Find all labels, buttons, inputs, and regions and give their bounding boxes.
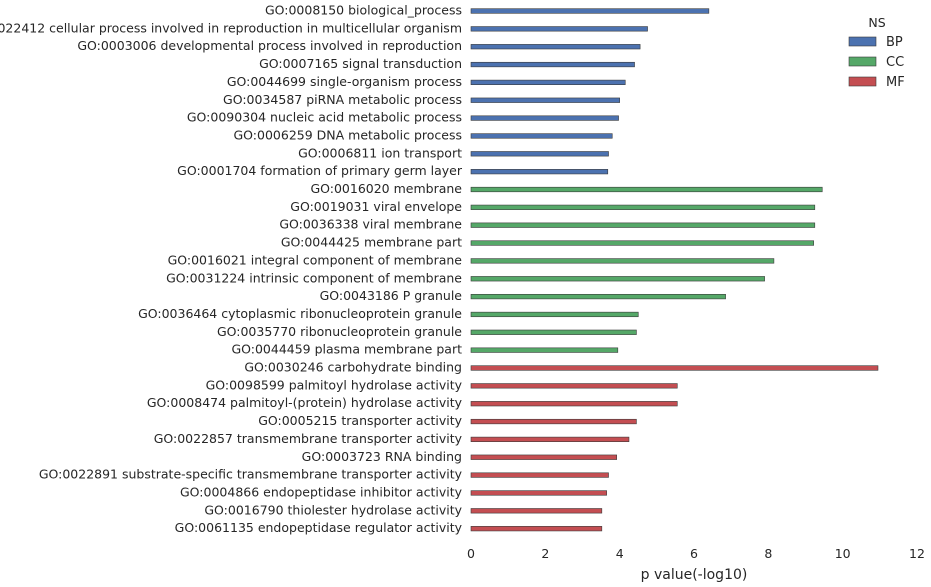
category-label: GO:0044459 plasma membrane part bbox=[231, 342, 462, 357]
x-tick-label: 10 bbox=[835, 546, 851, 561]
legend: NS BP CC MF bbox=[848, 15, 905, 90]
bar-bp bbox=[470, 151, 609, 157]
bar-mf bbox=[470, 526, 603, 532]
bar-mf bbox=[470, 401, 678, 407]
x-tick-label: 8 bbox=[764, 546, 772, 561]
category-label: GO:0044425 membrane part bbox=[281, 235, 462, 250]
category-label: GO:0061135 endopeptidase regulator activ… bbox=[175, 520, 463, 535]
category-label: GO:0036338 viral membrane bbox=[279, 217, 462, 232]
legend-swatch-bp bbox=[848, 36, 877, 47]
bar-bp bbox=[470, 115, 619, 121]
category-label: GO:0098599 palmitoyl hydrolase activity bbox=[206, 377, 463, 392]
category-label: GO:0008474 palmitoyl-(protein) hydrolase… bbox=[147, 395, 463, 410]
bar-cc bbox=[470, 276, 765, 282]
legend-label-bp: BP bbox=[886, 35, 903, 50]
category-label: GO:0022412 cellular process involved in … bbox=[0, 20, 462, 35]
category-label: GO:0008150 biological_process bbox=[265, 3, 462, 18]
bar-cc bbox=[470, 329, 637, 335]
bar-mf bbox=[470, 472, 609, 478]
category-label: GO:0036464 cytoplasmic ribonucleoprotein… bbox=[138, 306, 462, 321]
category-label: GO:0030246 carbohydrate binding bbox=[244, 360, 462, 375]
legend-label-mf: MF bbox=[886, 75, 905, 90]
category-label: GO:0022891 substrate-specific transmembr… bbox=[39, 467, 463, 482]
bar-cc bbox=[470, 258, 775, 264]
bar-cc bbox=[470, 347, 619, 353]
category-label: GO:0035770 ribonucleoprotein granule bbox=[217, 324, 462, 339]
bar-cc bbox=[470, 204, 816, 210]
bar-bp bbox=[470, 26, 648, 32]
bar-mf bbox=[470, 454, 617, 460]
legend-title: NS bbox=[868, 15, 885, 30]
category-label: GO:0001704 formation of primary germ lay… bbox=[177, 163, 463, 178]
bar-mf bbox=[470, 508, 603, 514]
legend-swatch-mf bbox=[848, 76, 877, 87]
bar-bp bbox=[470, 133, 613, 139]
category-label: GO:0031224 intrinsic component of membra… bbox=[166, 270, 462, 285]
bar-mf bbox=[470, 365, 879, 371]
bar-bp bbox=[470, 8, 710, 14]
bar-bp bbox=[470, 44, 641, 50]
category-label: GO:0006259 DNA metabolic process bbox=[234, 127, 463, 142]
bar-bp bbox=[470, 79, 626, 85]
bar-bp bbox=[470, 97, 620, 103]
category-label: GO:0003723 RNA binding bbox=[302, 449, 462, 464]
bar-mf bbox=[470, 383, 678, 389]
bar-mf bbox=[470, 436, 630, 443]
bar-mf bbox=[470, 490, 607, 496]
category-label: GO:0016021 integral component of membran… bbox=[168, 252, 463, 267]
bars-group bbox=[470, 8, 879, 532]
category-label: GO:0044699 single-organism process bbox=[227, 74, 462, 89]
x-tick-label: 2 bbox=[541, 546, 549, 561]
x-tick-label: 6 bbox=[690, 546, 698, 561]
bar-mf bbox=[470, 418, 637, 425]
category-label: GO:0004866 endopeptidase inhibitor activ… bbox=[180, 484, 463, 499]
bar-bp bbox=[470, 61, 635, 68]
bar-bp bbox=[470, 169, 609, 175]
category-label: GO:0005215 transporter activity bbox=[258, 413, 462, 428]
legend-label-cc: CC bbox=[886, 55, 904, 70]
legend-swatch-cc bbox=[848, 56, 877, 67]
bar-cc bbox=[470, 311, 639, 318]
x-axis-title: p value(-log10) bbox=[641, 567, 748, 583]
x-axis-ticks: 0 2 4 6 8 10 12 bbox=[467, 546, 925, 561]
bar-cc bbox=[470, 293, 726, 300]
category-label: GO:0043186 P granule bbox=[320, 288, 463, 303]
category-label: GO:0016790 thiolester hydrolase activity bbox=[204, 502, 462, 517]
category-label: GO:0022857 transmembrane transporter act… bbox=[154, 431, 463, 446]
category-label: GO:0090304 nucleic acid metabolic proces… bbox=[187, 110, 462, 125]
category-labels: GO:0008150 biological_process GO:0022412 … bbox=[0, 3, 463, 536]
category-label: GO:0003006 developmental process involve… bbox=[77, 38, 462, 53]
x-tick-label: 0 bbox=[467, 546, 475, 561]
category-label: GO:0034587 piRNA metabolic process bbox=[223, 92, 462, 107]
category-label: GO:0006811 ion transport bbox=[298, 145, 462, 160]
bar-cc bbox=[470, 240, 814, 246]
bar-cc bbox=[470, 186, 823, 193]
bar-cc bbox=[470, 222, 816, 228]
category-label: GO:0007165 signal transduction bbox=[259, 56, 462, 71]
x-tick-label: 12 bbox=[909, 546, 925, 561]
x-tick-label: 4 bbox=[616, 546, 624, 561]
category-label: GO:0016020 membrane bbox=[310, 181, 462, 196]
category-label: GO:0019031 viral envelope bbox=[290, 199, 462, 214]
